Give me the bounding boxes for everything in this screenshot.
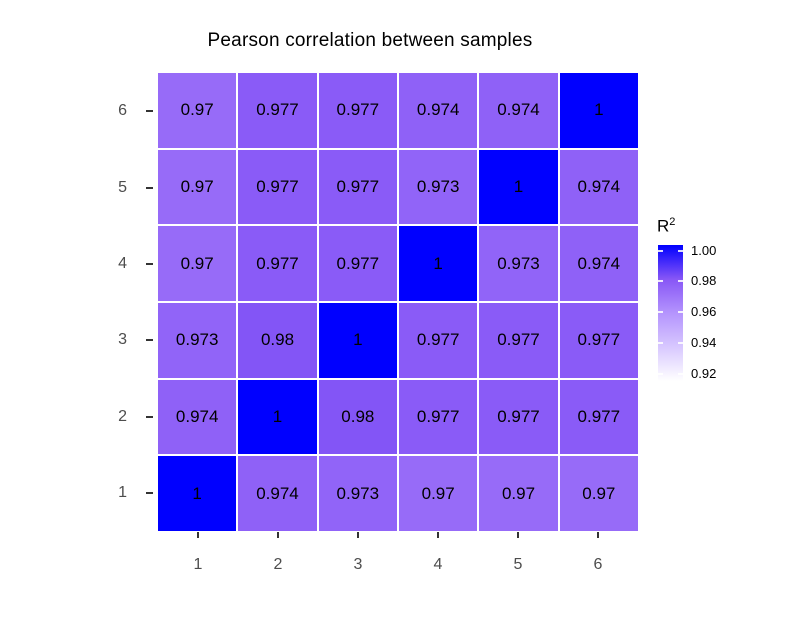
heatmap-cell: 0.977 [559, 302, 638, 378]
x-axis-label: 2 [273, 556, 283, 573]
x-axis-tick [597, 532, 599, 538]
heatmap-cell: 0.977 [318, 73, 397, 148]
legend-tick-mark [678, 372, 683, 375]
heatmap-cell: 0.97 [158, 73, 237, 148]
y-axis-label: 4 [118, 254, 127, 272]
x-axis-tick [437, 532, 439, 538]
heatmap-cell: 1 [318, 302, 397, 378]
x-axis-label: 6 [593, 556, 603, 573]
heatmap-cell: 0.97 [158, 226, 237, 301]
y-axis-tick [146, 415, 153, 418]
heatmap-panel: 0.97 0.977 0.977 0.974 0.974 1 0.97 0.977 0.977 0… [158, 73, 638, 531]
heatmap-cell: 0.973 [158, 302, 237, 378]
x-axis-label: 1 [193, 556, 203, 573]
heatmap-cell: 0.973 [399, 149, 478, 225]
legend-tick-mark [658, 249, 663, 252]
heatmap-cell: 0.977 [559, 379, 638, 455]
heatmap-cell: 0.977 [399, 302, 478, 378]
x-axis-tick [357, 532, 359, 538]
heatmap-cell: 0.977 [399, 379, 478, 455]
chart-title: Pearson correlation between samples [207, 30, 533, 51]
heatmap-cell: 0.977 [479, 379, 558, 455]
legend-tick-label: 0.98 [691, 273, 717, 289]
heatmap-cell: 0.977 [238, 226, 317, 301]
x-axis-tick [517, 532, 519, 538]
y-axis-tick [146, 186, 153, 189]
y-axis-label: 1 [118, 483, 127, 501]
heatmap-cell: 0.98 [238, 302, 317, 378]
legend-title-base: R [657, 216, 670, 236]
y-axis-tick [146, 262, 153, 265]
x-axis-label: 3 [353, 556, 363, 573]
heatmap-cell: 0.977 [479, 302, 558, 378]
heatmap-cell: 0.974 [559, 149, 638, 225]
heatmap-cell: 0.97 [479, 456, 558, 531]
legend-colorbar [658, 245, 683, 381]
heatmap-cell: 0.974 [559, 226, 638, 301]
legend-tick-mark [678, 311, 683, 313]
legend-tick-mark [678, 249, 683, 252]
y-axis-tick [146, 110, 153, 113]
heatmap-cell: 1 [158, 456, 237, 531]
heatmap-cell: 0.97 [158, 149, 237, 225]
heatmap-cell: 0.977 [318, 226, 397, 301]
heatmap-cell: 1 [559, 73, 638, 148]
heatmap-cell: 0.974 [479, 73, 558, 148]
heatmap-cell: 1 [399, 226, 478, 301]
legend-tick-label: 0.92 [691, 365, 717, 381]
legend-tick-label: 1.00 [691, 242, 717, 258]
x-axis-label: 5 [513, 556, 523, 573]
legend-tick-mark [658, 311, 663, 313]
legend-tick-label: 0.94 [691, 334, 717, 350]
heatmap-cell: 0.974 [158, 379, 237, 455]
legend-tick-mark [678, 341, 683, 344]
y-axis-tick [146, 339, 153, 342]
x-axis-label: 4 [433, 556, 443, 573]
heatmap-cell: 0.974 [238, 456, 317, 531]
heatmap-cell: 0.97 [399, 456, 478, 531]
heatmap-cell: 1 [479, 149, 558, 225]
heatmap-cell: 0.973 [479, 226, 558, 301]
y-axis-label: 2 [118, 407, 127, 425]
legend-title: R2 [657, 216, 675, 237]
y-axis-tick [146, 491, 153, 494]
y-axis-label: 5 [118, 178, 127, 196]
heatmap-cell: 0.977 [238, 149, 317, 225]
heatmap-cell: 1 [238, 379, 317, 455]
legend-tick-mark [658, 280, 663, 283]
y-axis-label: 3 [118, 331, 127, 349]
heatmap-cell: 0.973 [318, 456, 397, 531]
x-axis-tick [277, 532, 279, 538]
legend-tick-label: 0.96 [691, 304, 717, 319]
legend-title-exponent: 2 [669, 216, 676, 228]
legend-tick-mark [658, 372, 663, 375]
heatmap-cell: 0.977 [318, 149, 397, 225]
y-axis-label: 6 [118, 102, 127, 120]
heatmap-cell: 0.974 [399, 73, 478, 148]
heatmap-cell: 0.98 [318, 379, 397, 455]
x-axis-tick [197, 532, 199, 538]
legend-tick-mark [678, 280, 683, 283]
legend-tick-mark [658, 341, 663, 344]
heatmap-cell: 0.97 [559, 456, 638, 531]
heatmap-cell: 0.977 [238, 73, 317, 148]
